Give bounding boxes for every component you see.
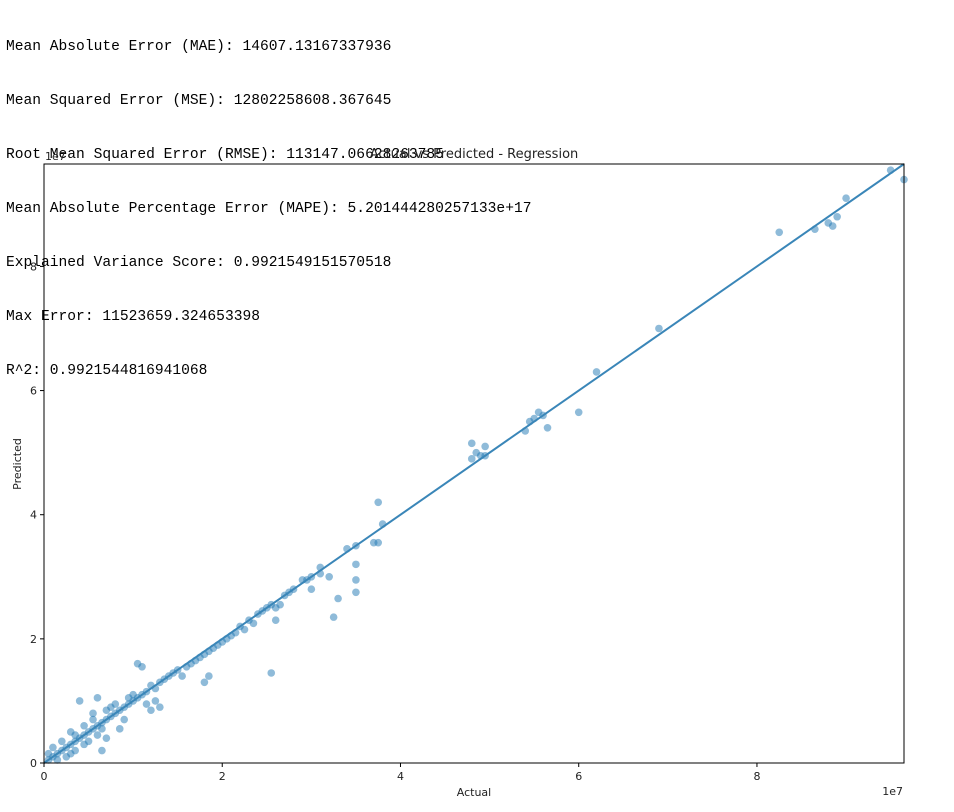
- data-point: [374, 538, 383, 547]
- data-point: [71, 731, 79, 739]
- data-point: [574, 408, 583, 417]
- data-point: [374, 498, 383, 507]
- data-point: [828, 222, 837, 230]
- y-tick-label: 0: [30, 757, 37, 770]
- data-point: [111, 700, 120, 708]
- y-axis-label: Predicted: [11, 438, 24, 490]
- reference-line-group: [43, 163, 905, 764]
- data-point: [93, 731, 102, 739]
- metric-mse: Mean Squared Error (MSE): 12802258608.36…: [6, 93, 392, 109]
- plot-frame: [43, 163, 905, 764]
- data-point: [271, 616, 280, 625]
- y-tick-label: 2: [30, 633, 37, 646]
- data-point: [89, 715, 97, 724]
- data-point: [156, 703, 164, 711]
- data-point: [307, 585, 316, 593]
- y-tick-label: 4: [30, 509, 37, 522]
- data-point: [467, 455, 476, 463]
- reference-line: [43, 163, 905, 764]
- x-axis-label: Actual: [457, 786, 491, 799]
- data-point: [80, 740, 88, 749]
- data-point: [102, 706, 111, 715]
- x-tick-label: 0: [41, 770, 48, 783]
- data-point: [75, 697, 84, 705]
- data-point: [352, 576, 360, 584]
- data-point: [467, 439, 476, 448]
- metric-r2: R^2: 0.9921544816941068: [6, 363, 208, 379]
- data-point: [151, 697, 160, 705]
- data-point: [178, 672, 186, 680]
- data-point: [115, 725, 124, 733]
- x-tick-label: 2: [219, 770, 226, 783]
- data-point: [833, 212, 841, 221]
- data-point: [124, 694, 133, 702]
- data-point: [325, 572, 333, 581]
- x-tick-label: 8: [753, 770, 760, 783]
- metrics-output: Mean Absolute Error (MAE): 14607.1316733…: [6, 2, 531, 398]
- data-point: [329, 613, 338, 621]
- data-point: [120, 715, 129, 724]
- metric-max-error: Max Error: 11523659.324653398: [6, 309, 260, 325]
- data-point: [93, 694, 102, 702]
- data-point: [655, 324, 663, 333]
- data-point: [58, 737, 66, 746]
- metric-explained-variance: Explained Variance Score: 0.992154915157…: [6, 255, 392, 271]
- data-point: [147, 706, 155, 715]
- data-point: [592, 368, 601, 376]
- data-point: [138, 662, 146, 671]
- data-point: [49, 743, 57, 752]
- data-point: [53, 756, 62, 764]
- data-point: [89, 709, 97, 718]
- x-tick-label: 6: [575, 770, 582, 783]
- x-axis-exponent: 1e7: [882, 785, 903, 798]
- metric-rmse: Root Mean Squared Error (RMSE): 113147.0…: [6, 147, 444, 163]
- data-point: [334, 594, 342, 603]
- data-point: [44, 749, 53, 758]
- data-point: [98, 725, 106, 733]
- data-point: [102, 734, 111, 742]
- data-point: [66, 749, 75, 758]
- data-point: [205, 672, 213, 680]
- x-tick-label: 4: [397, 770, 404, 783]
- scatter-points: [44, 166, 908, 764]
- data-point: [80, 721, 88, 730]
- data-point: [200, 678, 209, 687]
- data-point: [775, 228, 784, 237]
- data-point: [98, 746, 106, 755]
- y-axis-exponent: 1e7: [45, 150, 66, 163]
- metric-mape: Mean Absolute Percentage Error (MAPE): 5…: [6, 201, 532, 217]
- data-point: [543, 424, 552, 432]
- chart-title: Actual vs Predicted - Regression: [370, 147, 579, 162]
- data-point: [842, 194, 850, 202]
- axis-ticks: 0 2 4 6 8 0 2 4 6 8: [30, 260, 760, 783]
- data-point: [142, 700, 151, 708]
- metric-mae: Mean Absolute Error (MAE): 14607.1316733…: [6, 39, 392, 55]
- data-point: [352, 588, 360, 597]
- data-point: [481, 442, 489, 451]
- y-tick-label: 8: [30, 260, 37, 273]
- y-tick-label: 6: [30, 385, 37, 398]
- data-point: [267, 669, 276, 677]
- data-point: [352, 560, 360, 569]
